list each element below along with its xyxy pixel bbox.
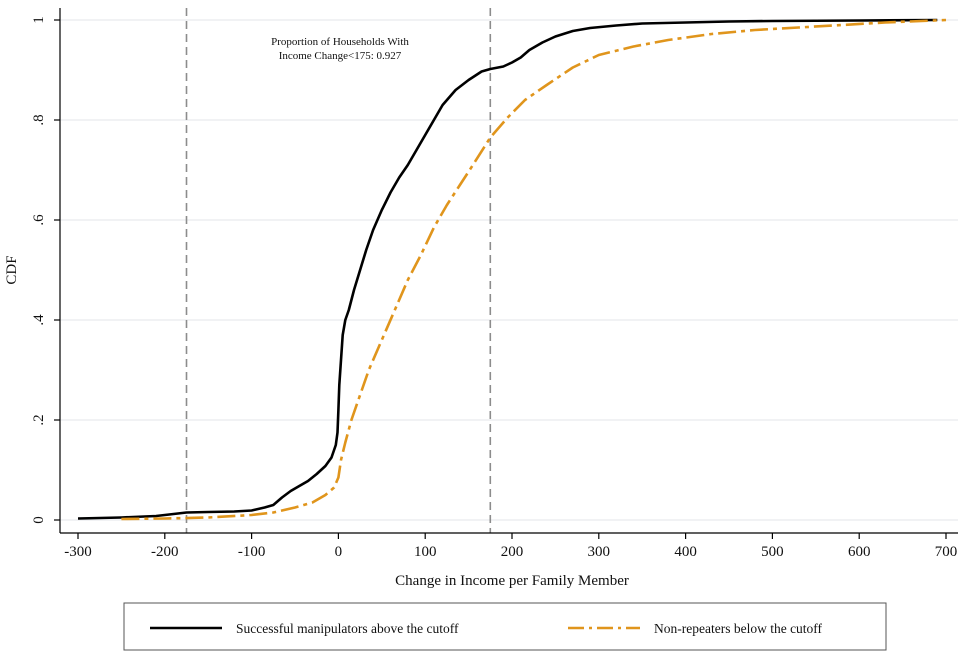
annotation-line-2: Income Change<175: 0.927 — [279, 50, 402, 62]
reference-lines — [185, 8, 492, 533]
legend-label-non-repeaters: Non-repeaters below the cutoff — [654, 621, 823, 636]
x-tick-label: -100 — [238, 544, 266, 560]
x-tick-label: 300 — [588, 544, 611, 560]
x-tick-label: 700 — [935, 544, 958, 560]
x-tick-label: -200 — [151, 544, 179, 560]
legend-box — [123, 602, 887, 651]
y-tick-label: .8 — [31, 114, 47, 125]
x-tick-label: 600 — [848, 544, 871, 560]
y-tick-label: .4 — [31, 314, 47, 326]
annotation-line-1: Proportion of Households With — [271, 36, 409, 48]
x-tick-label: 500 — [761, 544, 784, 560]
series-lines — [77, 18, 947, 521]
gridlines — [60, 19, 958, 521]
series-line-manipulators — [77, 18, 938, 520]
series-line-non-repeaters — [121, 18, 947, 521]
x-tick-label: 100 — [414, 544, 437, 560]
legend: Successful manipulators above the cutoff… — [123, 602, 887, 651]
axes: -300 -200 -100 0 100 200 300 400 500 600 700 0 .2 .4.… — [31, 8, 958, 560]
x-tick-label: 200 — [501, 544, 524, 560]
x-axis-title: Change in Income per Family Member — [395, 573, 629, 589]
y-tick-label: 0 — [31, 516, 47, 524]
x-tick-label: 400 — [674, 544, 697, 560]
y-tick-label: 1 — [31, 16, 47, 24]
x-tick-label: 0 — [335, 544, 343, 560]
y-tick-label: .6 — [31, 214, 47, 226]
legend-label-manipulators: Successful manipulators above the cutoff — [236, 621, 459, 636]
x-tick-label: -300 — [64, 544, 92, 560]
y-axis-title: CDF — [4, 255, 20, 284]
y-tick-label: .2 — [31, 414, 47, 425]
